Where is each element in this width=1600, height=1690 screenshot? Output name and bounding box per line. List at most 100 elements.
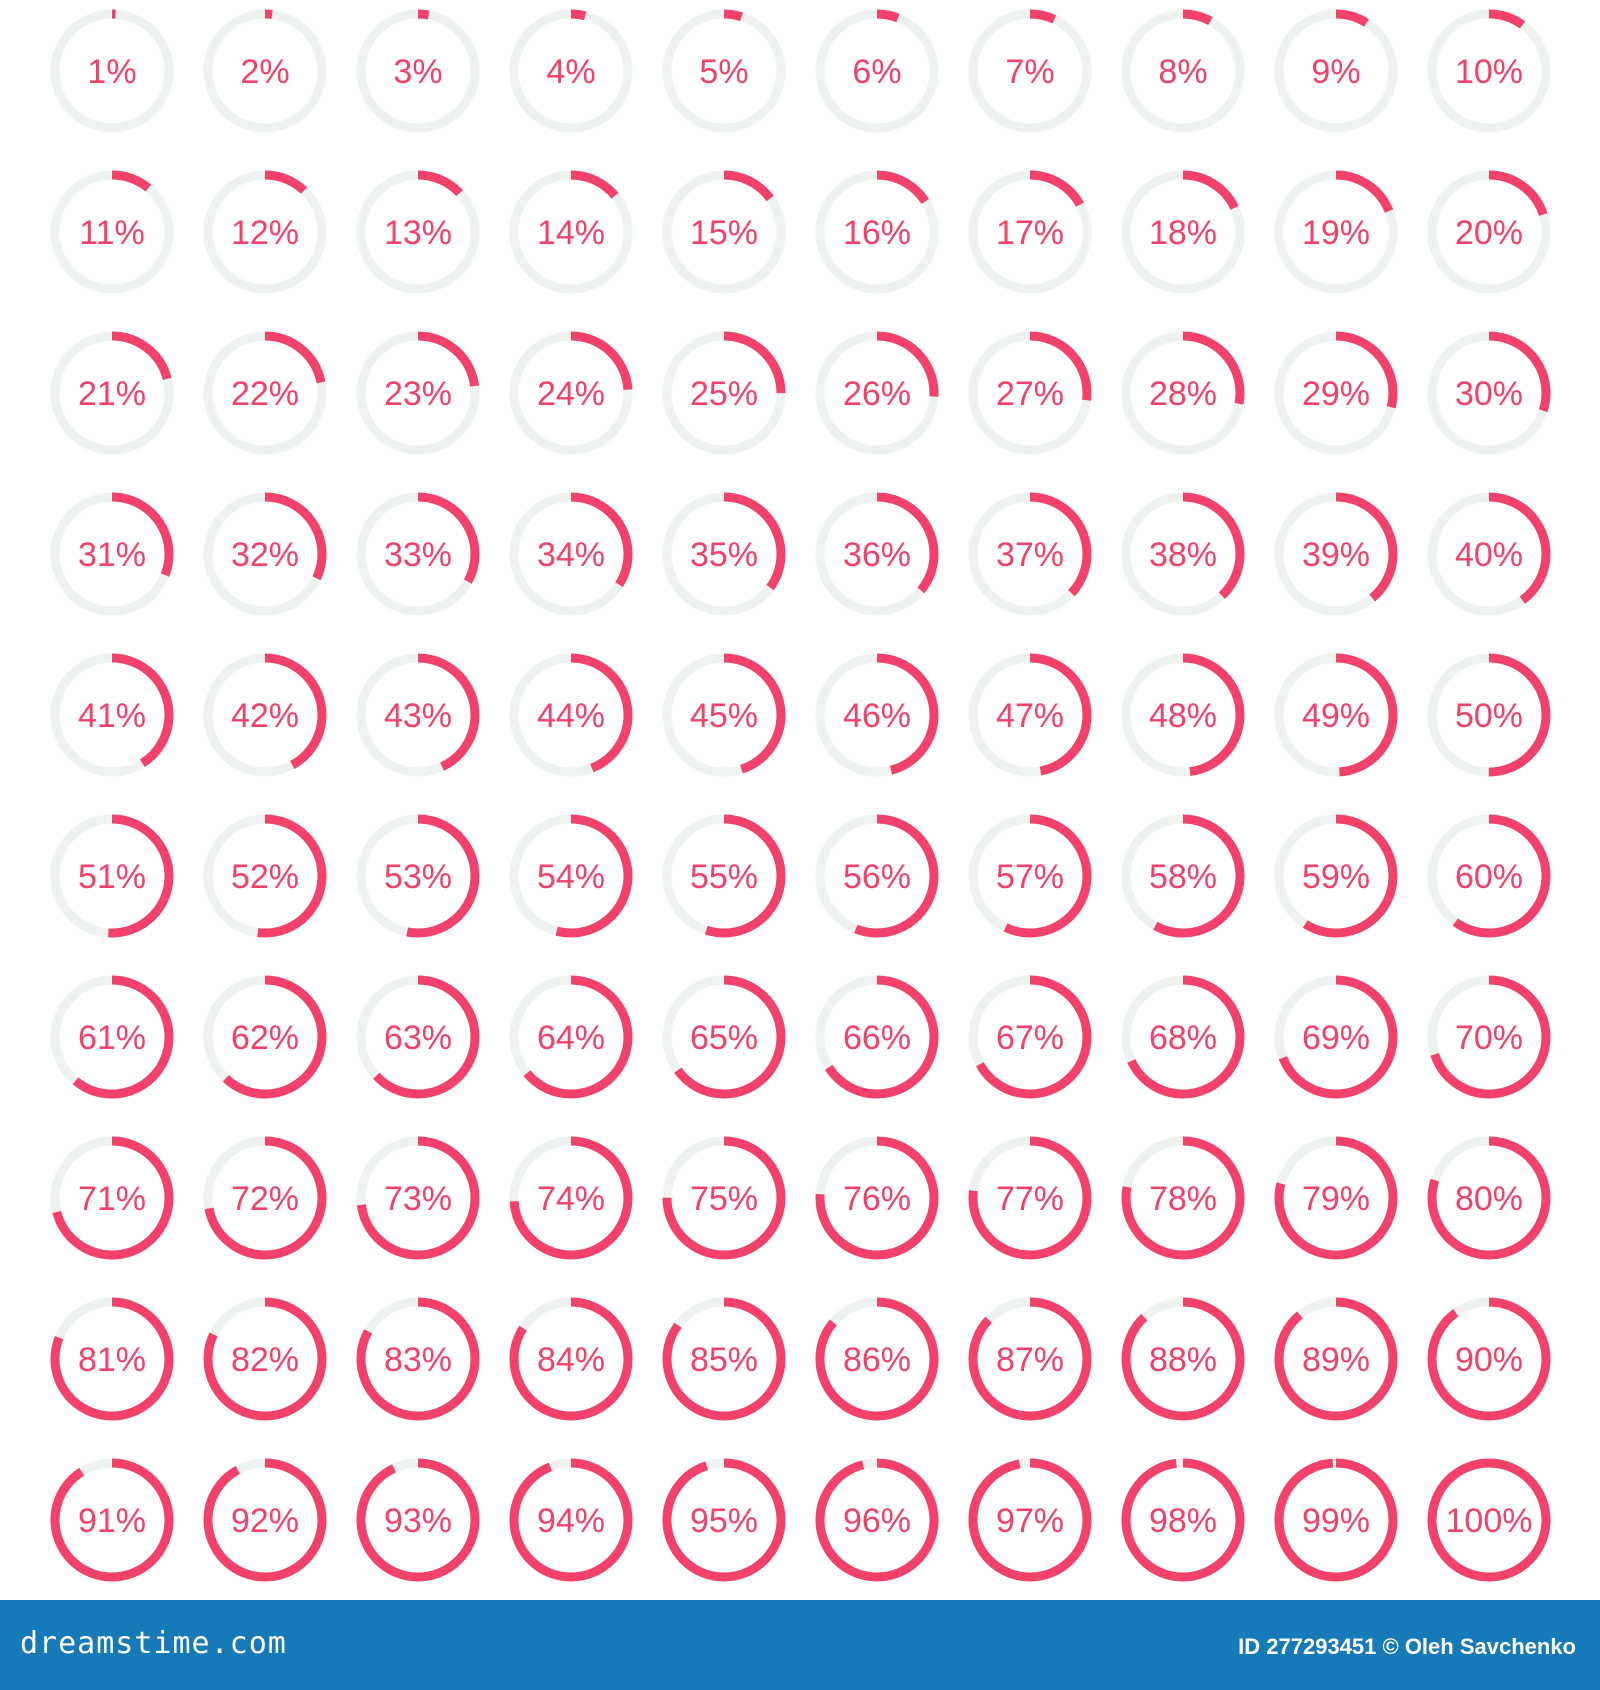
progress-ring-82: 82% — [203, 1297, 327, 1421]
ring-progress-arc — [815, 170, 939, 294]
ring-progress-arc — [1427, 331, 1551, 455]
progress-ring-72: 72% — [203, 1136, 327, 1260]
ring-progress-arc — [968, 1297, 1092, 1421]
ring-progress-arc — [662, 1136, 786, 1260]
progress-ring-15: 15% — [662, 170, 786, 294]
ring-label: 39% — [1302, 536, 1370, 574]
ring-label: 24% — [537, 375, 605, 413]
progress-ring-13: 13% — [356, 170, 480, 294]
progress-ring-47: 47% — [968, 653, 1092, 777]
ring-progress-arc — [509, 9, 633, 133]
ring-progress-arc — [815, 653, 939, 777]
ring-progress-arc — [1427, 814, 1551, 938]
progress-ring-60: 60% — [1427, 814, 1551, 938]
ring-label: 96% — [843, 1502, 911, 1540]
ring-label: 7% — [1005, 53, 1054, 91]
progress-ring-19: 19% — [1274, 170, 1398, 294]
ring-label: 13% — [384, 214, 452, 252]
progress-ring-64: 64% — [509, 975, 633, 1099]
ring-label: 72% — [231, 1180, 299, 1218]
ring-label: 43% — [384, 697, 452, 735]
ring-label: 77% — [996, 1180, 1064, 1218]
progress-ring-67: 67% — [968, 975, 1092, 1099]
progress-ring-1: 1% — [50, 9, 174, 133]
ring-progress-arc — [1427, 653, 1551, 777]
ring-progress-arc — [203, 331, 327, 455]
progress-ring-83: 83% — [356, 1297, 480, 1421]
ring-label: 29% — [1302, 375, 1370, 413]
ring-progress-arc — [968, 9, 1092, 133]
ring-progress-arc — [815, 331, 939, 455]
ring-progress-arc — [1121, 9, 1245, 133]
progress-ring-46: 46% — [815, 653, 939, 777]
ring-progress-arc — [1427, 1136, 1551, 1260]
ring-label: 34% — [537, 536, 605, 574]
ring-label: 17% — [996, 214, 1064, 252]
ring-progress-arc — [356, 331, 480, 455]
ring-progress-arc — [815, 1136, 939, 1260]
progress-ring-45: 45% — [662, 653, 786, 777]
ring-label: 41% — [78, 697, 146, 735]
ring-progress-arc — [968, 170, 1092, 294]
ring-label: 15% — [690, 214, 758, 252]
ring-progress-arc — [1274, 170, 1398, 294]
ring-progress-arc — [662, 331, 786, 455]
ring-progress-arc — [50, 653, 174, 777]
ring-label: 47% — [996, 697, 1064, 735]
progress-ring-75: 75% — [662, 1136, 786, 1260]
ring-progress-arc — [1121, 653, 1245, 777]
ring-label: 99% — [1302, 1502, 1370, 1540]
progress-ring-98: 98% — [1121, 1458, 1245, 1582]
ring-label: 86% — [843, 1341, 911, 1379]
progress-ring-42: 42% — [203, 653, 327, 777]
ring-label: 66% — [843, 1019, 911, 1057]
ring-label: 48% — [1149, 697, 1217, 735]
progress-ring-66: 66% — [815, 975, 939, 1099]
ring-progress-arc — [968, 975, 1092, 1099]
ring-progress-arc — [968, 1458, 1092, 1582]
progress-ring-57: 57% — [968, 814, 1092, 938]
ring-label: 51% — [78, 858, 146, 896]
ring-progress-arc — [662, 653, 786, 777]
progress-ring-35: 35% — [662, 492, 786, 616]
progress-ring-17: 17% — [968, 170, 1092, 294]
ring-label: 78% — [1149, 1180, 1217, 1218]
ring-label: 95% — [690, 1502, 758, 1540]
ring-progress-arc — [1121, 1458, 1245, 1582]
progress-ring-100: 100% — [1427, 1458, 1551, 1582]
progress-ring-34: 34% — [509, 492, 633, 616]
ring-label: 52% — [231, 858, 299, 896]
progress-ring-37: 37% — [968, 492, 1092, 616]
progress-ring-91: 91% — [50, 1458, 174, 1582]
ring-progress-arc — [50, 492, 174, 616]
ring-label: 9% — [1311, 53, 1360, 91]
ring-progress-arc — [356, 653, 480, 777]
ring-label: 46% — [843, 697, 911, 735]
ring-progress-arc — [203, 492, 327, 616]
ring-progress-arc — [968, 814, 1092, 938]
progress-ring-20: 20% — [1427, 170, 1551, 294]
progress-ring-69: 69% — [1274, 975, 1398, 1099]
ring-label: 76% — [843, 1180, 911, 1218]
ring-progress-arc — [356, 975, 480, 1099]
progress-ring-43: 43% — [356, 653, 480, 777]
dreamstime-logo: dreamstime.com — [20, 1626, 287, 1661]
progress-ring-28: 28% — [1121, 331, 1245, 455]
ring-progress-arc — [1121, 492, 1245, 616]
ring-label: 25% — [690, 375, 758, 413]
progress-ring-24: 24% — [509, 331, 633, 455]
progress-ring-18: 18% — [1121, 170, 1245, 294]
progress-ring-55: 55% — [662, 814, 786, 938]
progress-ring-94: 94% — [509, 1458, 633, 1582]
ring-progress-arc — [356, 170, 480, 294]
ring-label: 27% — [996, 375, 1064, 413]
progress-ring-2: 2% — [203, 9, 327, 133]
ring-label: 3% — [393, 53, 442, 91]
ring-label: 5% — [699, 53, 748, 91]
ring-label: 19% — [1302, 214, 1370, 252]
ring-label: 53% — [384, 858, 452, 896]
ring-progress-arc — [1427, 170, 1551, 294]
ring-progress-arc — [662, 1297, 786, 1421]
progress-ring-59: 59% — [1274, 814, 1398, 938]
ring-progress-arc — [509, 331, 633, 455]
